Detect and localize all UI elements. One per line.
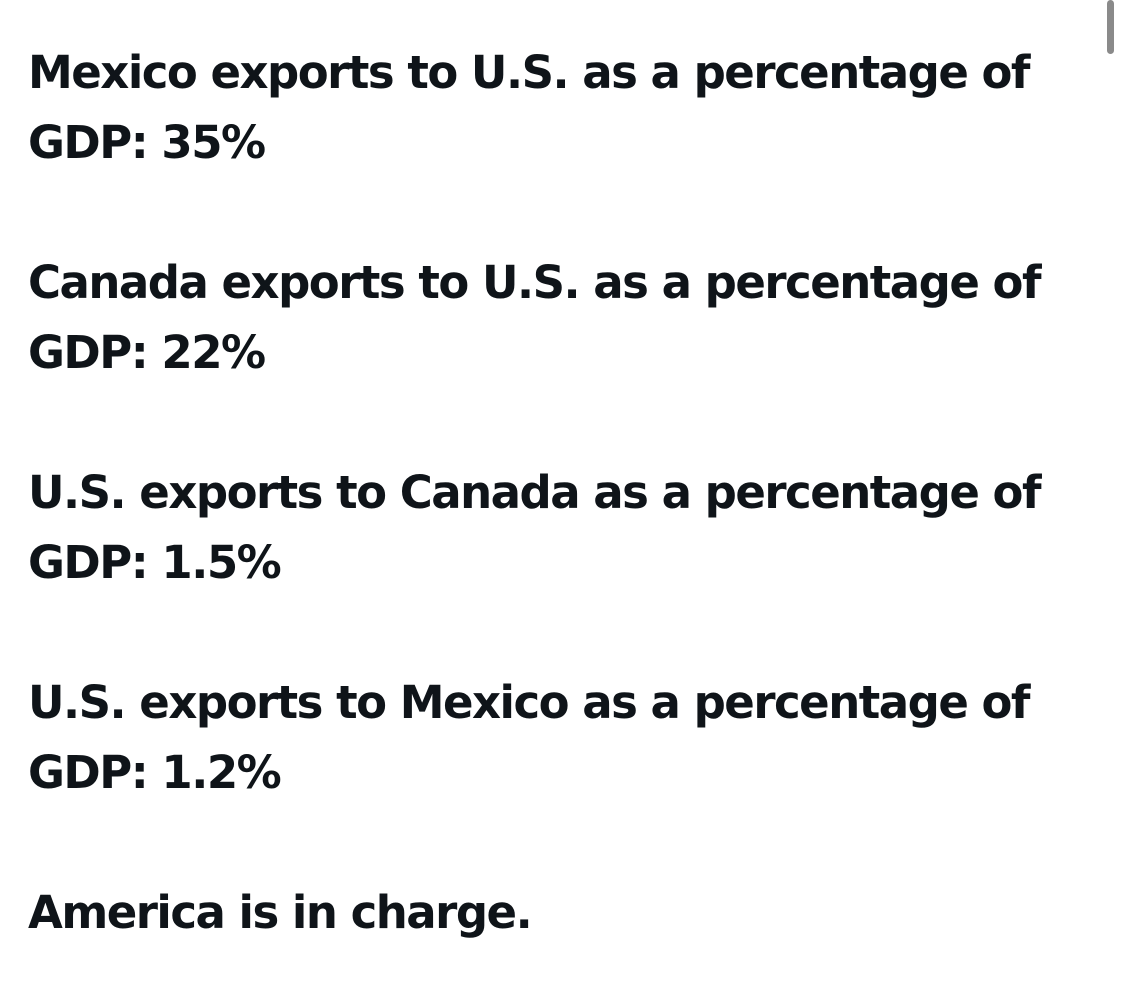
post-line: GDP: 1.2% [28, 746, 282, 799]
paragraph-spacer [28, 388, 1103, 458]
post-paragraph-us-to-canada: U.S. exports to Canada as a percentage o… [28, 458, 1103, 598]
scrollbar-thumb[interactable] [1107, 0, 1114, 54]
post-paragraph-mexico-exports: Mexico exports to U.S. as a percentage o… [28, 38, 1103, 178]
paragraph-spacer [28, 178, 1103, 248]
post-line: U.S. exports to Canada as a percentage o… [28, 466, 1042, 519]
post-closing-line: America is in charge. [28, 886, 533, 939]
post-line: U.S. exports to Mexico as a percentage o… [28, 676, 1031, 729]
post-paragraph-canada-exports: Canada exports to U.S. as a percentage o… [28, 248, 1103, 388]
post-text: Mexico exports to U.S. as a percentage o… [28, 38, 1103, 948]
post-line: GDP: 22% [28, 326, 266, 379]
paragraph-spacer [28, 808, 1103, 878]
paragraph-spacer [28, 598, 1103, 668]
post-line: Mexico exports to U.S. as a percentage o… [28, 46, 1031, 99]
post-line: Canada exports to U.S. as a percentage o… [28, 256, 1042, 309]
post-line: GDP: 35% [28, 116, 266, 169]
post-paragraph-us-to-mexico: U.S. exports to Mexico as a percentage o… [28, 668, 1103, 808]
post-line: GDP: 1.5% [28, 536, 282, 589]
